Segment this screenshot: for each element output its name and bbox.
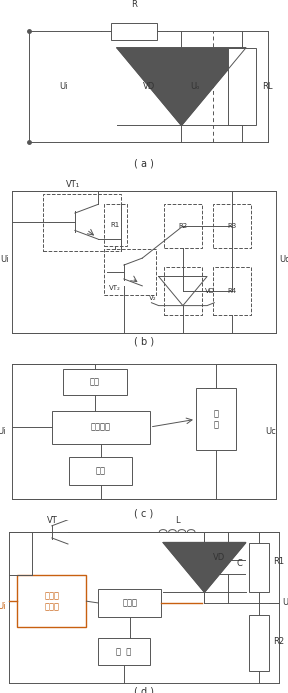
Bar bbox=[164, 267, 202, 315]
Text: RL: RL bbox=[262, 82, 272, 91]
Text: ( a ): ( a ) bbox=[134, 158, 154, 168]
Bar bbox=[196, 388, 236, 450]
Polygon shape bbox=[163, 543, 246, 593]
Text: R1: R1 bbox=[274, 557, 285, 565]
Text: Ui: Ui bbox=[0, 256, 9, 264]
Text: Uo: Uo bbox=[282, 599, 288, 607]
Bar bbox=[213, 267, 251, 315]
Text: 放
稳: 放 稳 bbox=[213, 410, 219, 429]
Text: ( d ): ( d ) bbox=[134, 687, 154, 693]
Text: Ui: Ui bbox=[0, 602, 6, 611]
Bar bbox=[104, 204, 127, 246]
Text: 基  准: 基 准 bbox=[116, 647, 131, 656]
Text: VD: VD bbox=[213, 554, 226, 562]
Bar bbox=[98, 589, 161, 617]
Text: Uo: Uo bbox=[279, 256, 288, 264]
Text: ( b ): ( b ) bbox=[134, 337, 154, 346]
Text: V₂: V₂ bbox=[149, 295, 156, 301]
Text: L: L bbox=[175, 516, 179, 525]
Bar bbox=[52, 410, 150, 444]
Text: R2: R2 bbox=[178, 223, 187, 229]
Text: Ui: Ui bbox=[59, 82, 68, 91]
Text: 放大器: 放大器 bbox=[122, 599, 137, 607]
Text: VD: VD bbox=[143, 82, 156, 91]
Text: R1: R1 bbox=[111, 222, 120, 228]
Bar bbox=[104, 249, 156, 295]
Bar bbox=[98, 638, 150, 665]
Bar bbox=[249, 615, 269, 671]
Bar bbox=[228, 48, 256, 125]
Text: Ui: Ui bbox=[0, 427, 6, 436]
Bar bbox=[213, 204, 251, 248]
Text: 矩形波
发生器: 矩形波 发生器 bbox=[44, 592, 59, 611]
Text: C: C bbox=[236, 559, 242, 568]
Bar bbox=[164, 204, 202, 248]
Text: VT₁: VT₁ bbox=[66, 180, 81, 188]
Text: VT₂: VT₂ bbox=[109, 285, 121, 291]
Text: R4: R4 bbox=[227, 288, 236, 294]
Text: 调整: 调整 bbox=[90, 378, 100, 387]
Text: R3: R3 bbox=[227, 223, 236, 229]
Bar bbox=[249, 543, 269, 593]
Text: R2: R2 bbox=[274, 637, 285, 645]
Bar bbox=[69, 457, 132, 485]
Bar bbox=[111, 23, 157, 40]
Text: Uc: Uc bbox=[265, 427, 276, 436]
Text: ( c ): ( c ) bbox=[134, 508, 154, 518]
Bar bbox=[43, 194, 121, 251]
Text: VD: VD bbox=[204, 288, 215, 294]
Bar bbox=[63, 369, 127, 395]
Polygon shape bbox=[117, 48, 246, 125]
Text: R: R bbox=[131, 0, 137, 9]
Text: VT: VT bbox=[46, 516, 57, 525]
Text: 基准: 基准 bbox=[96, 467, 106, 475]
Text: 比较放大: 比较放大 bbox=[91, 423, 111, 432]
Text: Uₒ: Uₒ bbox=[190, 82, 200, 91]
Bar bbox=[17, 575, 86, 627]
